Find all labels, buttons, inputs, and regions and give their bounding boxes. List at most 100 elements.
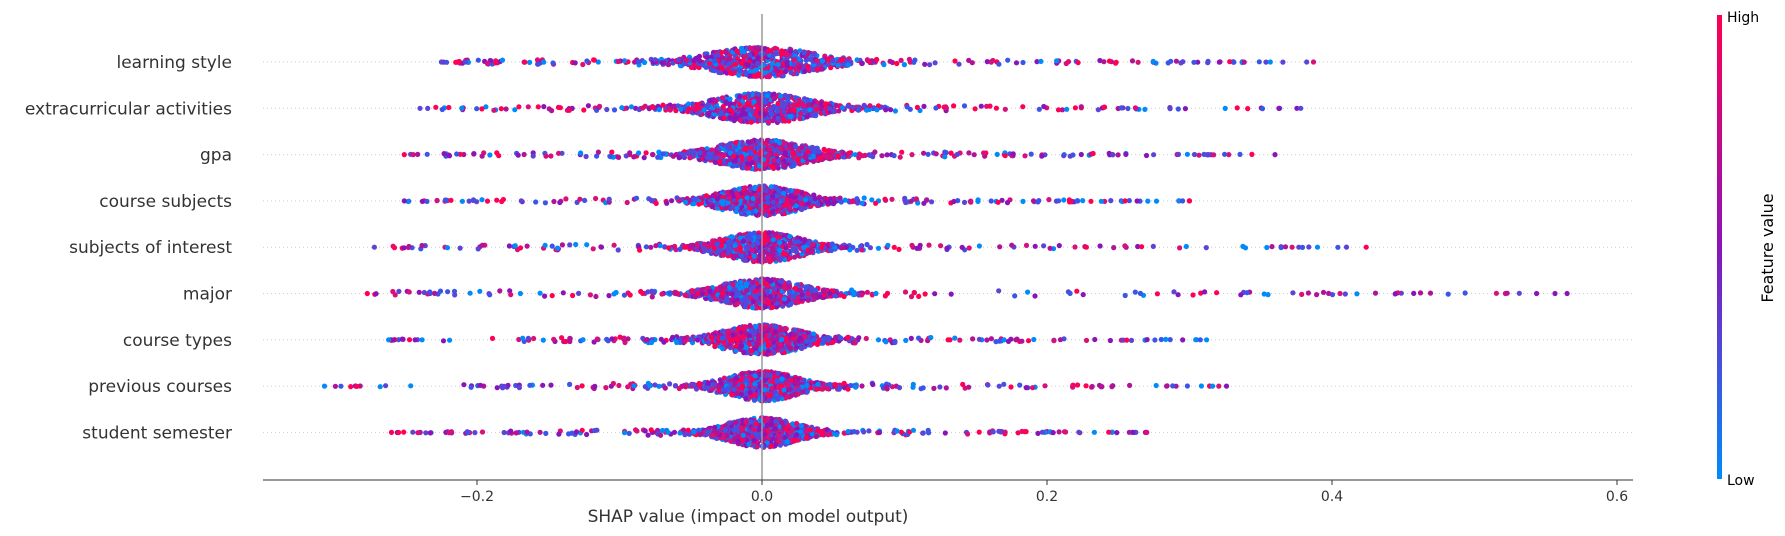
data-point xyxy=(738,279,744,285)
data-point xyxy=(678,106,684,112)
data-point xyxy=(762,281,768,287)
data-point xyxy=(737,94,743,100)
data-point xyxy=(802,153,808,159)
data-point xyxy=(954,151,960,157)
data-point xyxy=(401,198,407,204)
data-point xyxy=(445,289,451,295)
data-point xyxy=(904,104,910,110)
data-point xyxy=(951,198,957,205)
data-point xyxy=(474,106,480,112)
data-point xyxy=(1259,106,1266,112)
data-point xyxy=(1427,290,1434,296)
data-point xyxy=(714,201,720,207)
data-point xyxy=(491,107,497,113)
data-point xyxy=(810,242,816,248)
data-point xyxy=(768,48,774,54)
data-point xyxy=(691,201,697,207)
data-point xyxy=(711,68,718,74)
data-point xyxy=(649,104,655,110)
data-point xyxy=(727,114,733,121)
data-point xyxy=(1190,292,1196,298)
data-point xyxy=(831,108,837,114)
data-point xyxy=(988,198,994,204)
data-point xyxy=(576,290,582,296)
data-point xyxy=(734,301,740,307)
data-point xyxy=(790,150,796,156)
data-point xyxy=(789,158,795,164)
data-point xyxy=(869,58,875,64)
data-point xyxy=(1101,104,1107,110)
data-point xyxy=(1269,244,1275,250)
data-point xyxy=(535,61,541,67)
data-point xyxy=(1342,291,1348,297)
data-point xyxy=(782,150,788,156)
data-point xyxy=(683,244,689,250)
data-point xyxy=(781,109,787,115)
data-point xyxy=(666,245,672,251)
data-point xyxy=(446,104,452,111)
data-point xyxy=(742,111,749,117)
data-point xyxy=(975,198,981,204)
data-point xyxy=(479,106,485,112)
data-point xyxy=(972,106,978,112)
data-point xyxy=(793,49,799,55)
data-point xyxy=(615,58,621,65)
data-point xyxy=(427,289,433,295)
data-point xyxy=(1032,293,1038,299)
data-point xyxy=(656,107,662,113)
data-point xyxy=(774,67,780,74)
data-point xyxy=(747,69,753,75)
data-point xyxy=(892,108,899,114)
data-point xyxy=(546,106,552,112)
data-point xyxy=(1150,58,1156,64)
data-point xyxy=(1083,244,1089,250)
data-point xyxy=(556,150,562,156)
data-point xyxy=(648,244,654,250)
data-point xyxy=(1123,151,1129,157)
data-point xyxy=(773,162,780,168)
data-point xyxy=(808,285,814,292)
data-point xyxy=(788,113,794,120)
data-point xyxy=(773,137,779,144)
data-point xyxy=(743,300,749,306)
data-point xyxy=(727,96,733,102)
data-point xyxy=(701,107,707,113)
data-point xyxy=(756,257,762,263)
data-point xyxy=(1097,57,1103,64)
data-point xyxy=(819,244,825,250)
data-point xyxy=(720,153,726,159)
data-point xyxy=(841,293,847,300)
data-point xyxy=(1337,290,1343,297)
data-point xyxy=(1184,151,1190,157)
data-point xyxy=(815,201,821,207)
data-point xyxy=(439,106,445,113)
data-point xyxy=(512,107,518,113)
data-point xyxy=(1036,106,1042,112)
data-point xyxy=(756,234,762,240)
data-point xyxy=(997,244,1003,250)
data-point xyxy=(859,292,865,298)
data-point xyxy=(861,195,867,201)
data-point xyxy=(996,61,1002,67)
data-point xyxy=(911,59,917,65)
data-point xyxy=(902,289,909,295)
data-point xyxy=(739,157,745,163)
data-point xyxy=(738,112,744,118)
data-point xyxy=(1012,293,1018,299)
data-point xyxy=(590,246,596,252)
data-point xyxy=(1072,244,1078,250)
data-point xyxy=(748,151,754,157)
data-point xyxy=(1335,244,1341,250)
data-point xyxy=(755,144,761,150)
data-point xyxy=(794,157,801,163)
data-point xyxy=(737,102,743,108)
data-point xyxy=(1290,290,1296,296)
data-point xyxy=(401,245,407,251)
data-point xyxy=(659,291,665,297)
data-point xyxy=(444,245,451,251)
data-point xyxy=(820,288,827,295)
data-point xyxy=(719,95,726,101)
data-point xyxy=(788,301,794,307)
data-point xyxy=(745,62,751,68)
data-point xyxy=(978,103,984,109)
